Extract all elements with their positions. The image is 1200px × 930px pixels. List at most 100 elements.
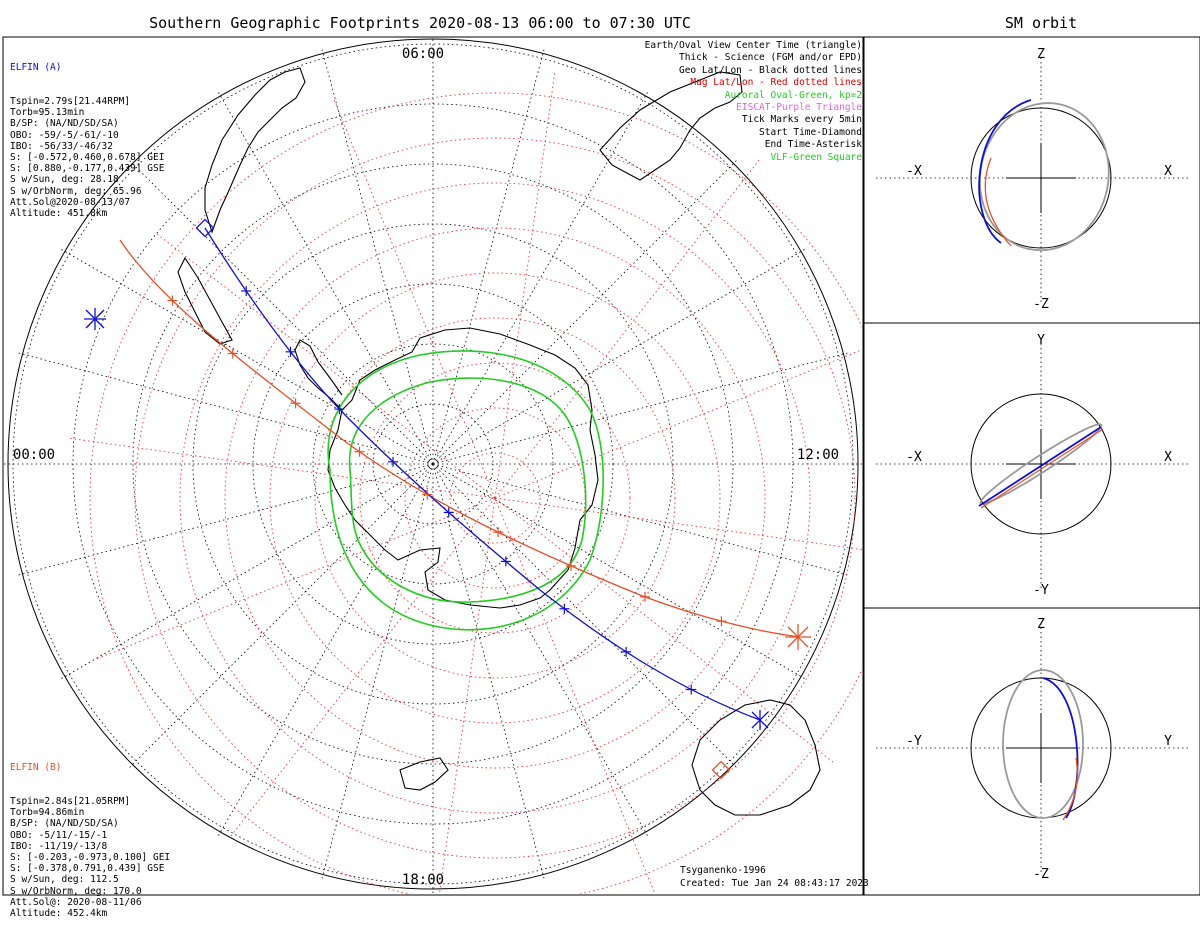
- mag-meridian: [69, 437, 496, 499]
- elfin-a-info-line: Torb=95.13min: [10, 107, 85, 119]
- tick-mark: [354, 446, 365, 457]
- clock-label-bottom: 18:00: [402, 872, 444, 888]
- africa-coast: [599, 71, 743, 181]
- tick-mark: [443, 507, 454, 518]
- mag-lon-grid: [69, 72, 862, 894]
- clock-label-left: 00:00: [13, 447, 55, 463]
- tick-mark: [227, 348, 238, 359]
- map-boundary: [7, 38, 859, 890]
- polar-map: [4, 38, 862, 894]
- elfin-b-info-line: Att.Sol@: 2020-08-11/06: [10, 896, 142, 908]
- geo-meridian: [432, 463, 649, 837]
- mag-meridian: [494, 72, 556, 499]
- created-label: Created: Tue Jan 24 08:43:17 2023: [680, 878, 869, 889]
- elfin-b-info-line: S w/Sun, deg: 112.5: [10, 874, 119, 886]
- tick-mark: [388, 456, 399, 467]
- elfin-b-info-line: S: [-0.203,-0.973,0.100] GEI: [10, 852, 171, 864]
- elfin-b-end-asterisk: [785, 624, 811, 650]
- elfin-b-markers: [711, 624, 811, 780]
- elfin-b-info-line: S: [-0.378,0.791,0.439] GSE: [10, 863, 165, 875]
- mag-meridian: [494, 349, 862, 499]
- legend-item: Earth/Oval View Center Time (triangle): [644, 40, 862, 51]
- tick-mark: [334, 404, 345, 415]
- legend-item: Geo Lat/Lon - Black dotted lines: [678, 64, 862, 76]
- elfin-b-info-line: Altitude: 452.4km: [10, 908, 108, 920]
- orbit-title: SM orbit: [1005, 14, 1077, 32]
- mag-meridian: [333, 99, 496, 499]
- tick-mark: [241, 285, 252, 296]
- elfin-a-track: [204, 227, 761, 721]
- elfin-a-title: ELFIN (A): [10, 62, 62, 74]
- geo-meridian: [217, 463, 434, 837]
- tick-mark: [716, 616, 727, 627]
- mag-meridian: [494, 497, 656, 894]
- footprint-plot: Southern Geographic Footprints 2020-08-1…: [2, 14, 1200, 896]
- legend: Earth/Oval View Center Time (triangle) Th…: [645, 40, 862, 164]
- legend-item: VLF-Green Square: [770, 151, 862, 163]
- map-frame: [2, 36, 864, 896]
- geo-meridian: [432, 463, 849, 576]
- orbit-panel: Z -Z -X X: [876, 47, 1190, 312]
- orbit-panel: Y -Y -X X: [876, 333, 1190, 598]
- orbit-axis-label: -Y: [906, 734, 922, 749]
- geo-meridian: [321, 48, 434, 465]
- elfin-b-info-line: Tspin=2.84s[21.05RPM]: [10, 796, 131, 808]
- geo-meridian: [432, 48, 545, 465]
- orbit-panel: Z -Z -Y Y: [876, 617, 1190, 882]
- elfin-a-end-asterisk: [751, 710, 769, 730]
- tick-mark: [686, 684, 697, 695]
- geo-lat-circle: [132, 163, 734, 765]
- mag-lat-circle: [314, 317, 676, 679]
- tick-mark: [422, 489, 433, 500]
- elfin-b-info-line: Torb=94.86min: [10, 807, 85, 819]
- tick-mark: [167, 295, 178, 306]
- elfin-b-info-line: B/SP: (NA/ND/SD/SA): [10, 818, 119, 830]
- coastlines: [177, 67, 821, 816]
- legend-item: Mag Lat/Lon - Red dotted lines: [690, 77, 862, 89]
- mag-meridian: [494, 497, 862, 551]
- orbit-axis-label: X: [1164, 450, 1172, 465]
- model-label: Tsyganenko-1996: [680, 865, 766, 876]
- plot-title: Southern Geographic Footprints 2020-08-1…: [149, 14, 691, 32]
- orbit-axis-label: -Y: [1033, 583, 1049, 598]
- orbit-axis-label: Z: [1037, 47, 1045, 62]
- geo-pole: [431, 462, 435, 466]
- geo-meridian: [432, 463, 545, 880]
- mag-meridian: [494, 497, 835, 764]
- mag-lat-circle: [134, 137, 856, 859]
- geo-meridian: [17, 352, 434, 465]
- orbit-axis-label: -X: [906, 164, 922, 179]
- orbit-axis-label: Z: [1037, 617, 1045, 632]
- legend-item: End Time-Asterisk: [764, 139, 862, 151]
- clock-label-right: 12:00: [797, 447, 839, 463]
- australia-coast: [691, 699, 821, 816]
- orbit-axis-label: X: [1164, 164, 1172, 179]
- elfin-a-info-line: Tspin=2.79s[21.44RPM]: [10, 96, 131, 108]
- mag-meridian: [155, 232, 496, 499]
- elfin-b-info: ELFIN (B) Tspin=2.84s[21.05RPM] Torb=94.8…: [10, 740, 170, 930]
- legend-item: Tick Marks every 5min: [741, 114, 862, 126]
- geo-meridian: [128, 159, 434, 465]
- geo-meridian: [60, 463, 434, 680]
- elfin-a-start-diamond: [195, 218, 215, 238]
- elfin-a-info-line: IBO: -56/33/-46/32: [10, 140, 113, 152]
- mag-lat-circle: [269, 272, 721, 724]
- elfin-a-info-line: Att.Sol@2020-08-13/07: [10, 196, 131, 208]
- mag-lat-circle: [449, 452, 541, 544]
- legend-item: Start Time-Diamond: [759, 126, 862, 138]
- elfin-b-track: [119, 239, 801, 638]
- island-coast: [399, 757, 449, 791]
- mag-lat-circle: [179, 182, 811, 814]
- elfin-b-diamond: [711, 760, 731, 780]
- sm-orbit-panels: Z -Z -X X Y -Y -X X Z -Z -Y Y: [876, 47, 1190, 882]
- tick-mark: [493, 527, 504, 538]
- mag-lat-circle: [359, 362, 631, 634]
- tick-mark: [639, 591, 650, 602]
- tick-mark: [500, 556, 511, 567]
- elfin-a-info-line: OBO: -59/-5/-61/-10: [10, 129, 119, 141]
- mag-meridian: [494, 158, 761, 499]
- antarctic-peninsula: [294, 339, 343, 411]
- mag-meridian: [438, 497, 496, 894]
- elfin-b-title: ELFIN (B): [10, 762, 62, 774]
- elfin-a-markers: [84, 218, 769, 730]
